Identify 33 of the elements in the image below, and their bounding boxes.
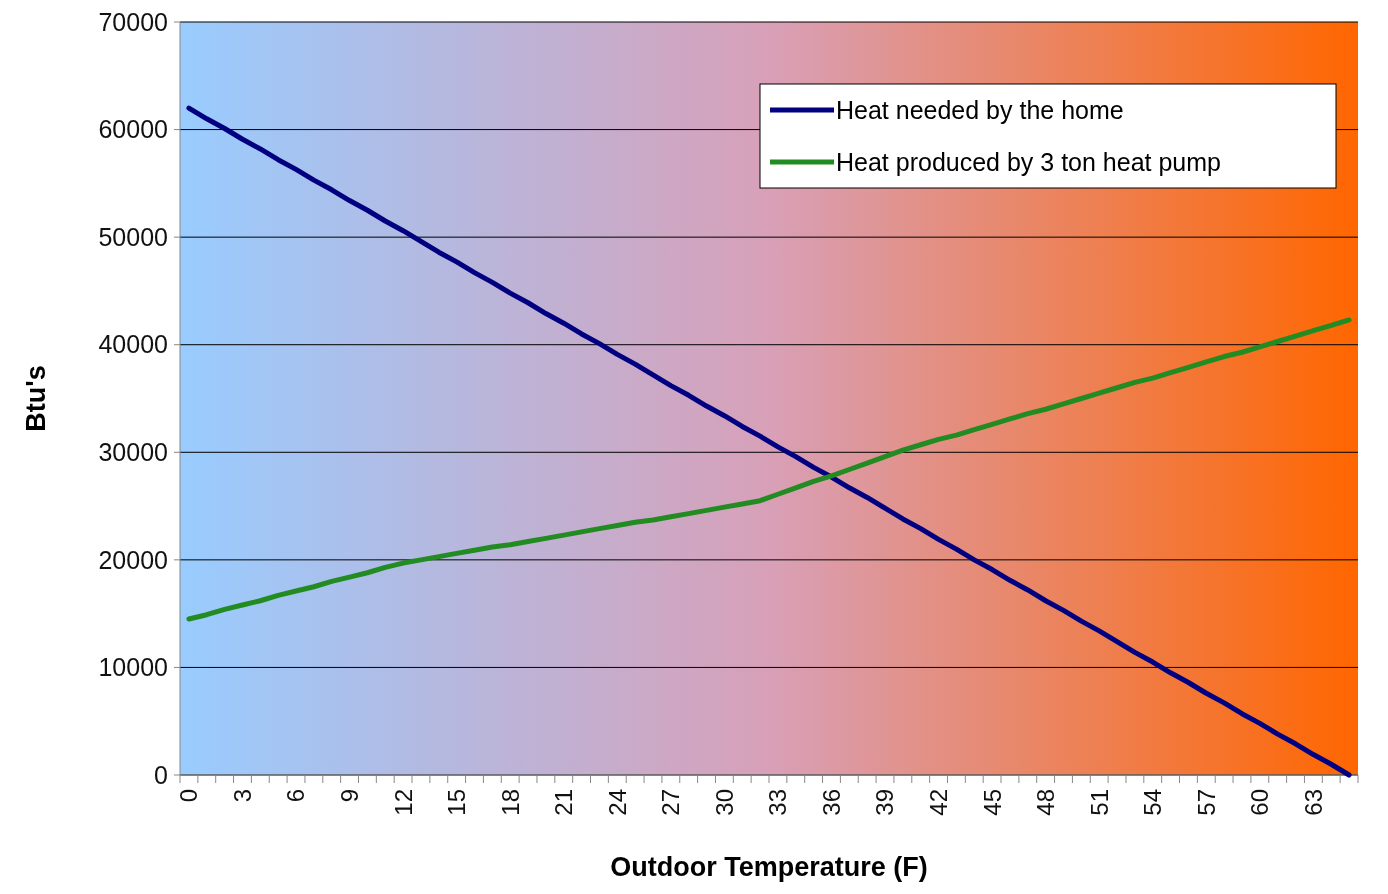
y-tick-label: 70000 [98,7,168,36]
y-tick-label: 30000 [98,438,168,467]
x-axis-title: Outdoor Temperature (F) [610,852,928,882]
x-tick-label: 27 [657,789,685,816]
x-tick-label: 51 [1085,789,1113,816]
legend-label: Heat needed by the home [836,95,1124,124]
y-tick-label: 60000 [98,115,168,144]
x-tick-label: 12 [389,789,417,816]
x-tick-label: 9 [335,789,363,803]
y-tick-label: 10000 [98,653,168,682]
x-tick-label: 21 [550,789,578,816]
x-tick-label: 54 [1139,789,1167,816]
x-tick-label: 0 [175,789,203,803]
x-tick-label: 60 [1246,789,1274,816]
x-tick-label: 63 [1299,789,1327,816]
legend-label: Heat produced by 3 ton heat pump [836,147,1221,176]
x-tick-label: 57 [1192,789,1220,816]
y-tick-label: 50000 [98,222,168,251]
x-tick-label: 30 [710,789,738,816]
x-tick-label: 24 [603,789,631,816]
x-tick-label: 36 [817,789,845,816]
x-tick-label: 18 [496,789,524,816]
x-tick-label: 33 [764,789,792,816]
x-tick-label: 15 [443,789,471,816]
y-tick-label: 40000 [98,330,168,359]
x-tick-label: 39 [871,789,899,816]
y-tick-label: 20000 [98,545,168,574]
x-tick-label: 42 [924,789,952,816]
y-axis-title: Btu's [21,365,52,432]
x-tick-label: 45 [978,789,1006,816]
x-tick-label: 48 [1032,789,1060,816]
x-tick-label: 6 [282,789,310,803]
x-tick-label: 3 [228,789,256,803]
